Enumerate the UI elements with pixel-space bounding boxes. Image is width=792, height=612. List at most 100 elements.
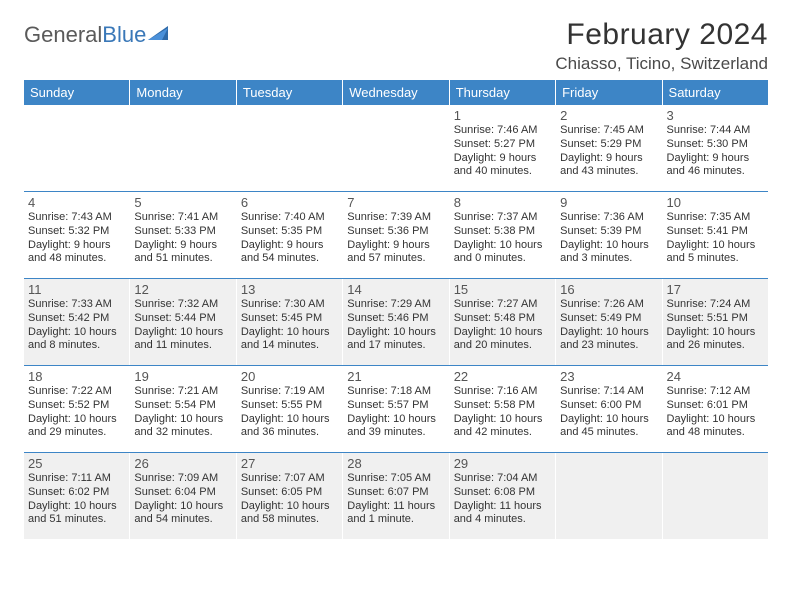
calendar-header-row: SundayMondayTuesdayWednesdayThursdayFrid…: [24, 80, 768, 105]
day-number: 18: [28, 369, 125, 384]
day-number: 5: [134, 195, 231, 210]
day-number: 23: [560, 369, 657, 384]
day-number: 19: [134, 369, 231, 384]
day-number: 24: [667, 369, 764, 384]
day-number: 26: [134, 456, 231, 471]
day-header: Tuesday: [237, 80, 343, 105]
sunset-line: Sunset: 5:51 PM: [667, 312, 764, 326]
daylight-line-1: Daylight: 9 hours: [454, 152, 551, 166]
daylight-line-2: and 8 minutes.: [28, 339, 125, 353]
daylight-line-2: and 23 minutes.: [560, 339, 657, 353]
daylight-line-2: and 4 minutes.: [454, 513, 551, 527]
daylight-line-2: and 14 minutes.: [241, 339, 338, 353]
sunset-line: Sunset: 5:58 PM: [454, 399, 551, 413]
daylight-line-2: and 43 minutes.: [560, 165, 657, 179]
daylight-line-1: Daylight: 10 hours: [241, 500, 338, 514]
sunrise-line: Sunrise: 7:07 AM: [241, 472, 338, 486]
sunset-line: Sunset: 5:54 PM: [134, 399, 231, 413]
calendar-cell: 21Sunrise: 7:18 AMSunset: 5:57 PMDayligh…: [343, 366, 449, 452]
daylight-line-1: Daylight: 10 hours: [560, 326, 657, 340]
day-number: 27: [241, 456, 338, 471]
day-number: 22: [454, 369, 551, 384]
sunrise-line: Sunrise: 7:45 AM: [560, 124, 657, 138]
daylight-line-2: and 51 minutes.: [28, 513, 125, 527]
calendar-cell: 13Sunrise: 7:30 AMSunset: 5:45 PMDayligh…: [237, 279, 343, 365]
daylight-line-1: Daylight: 10 hours: [28, 413, 125, 427]
day-number: 12: [134, 282, 231, 297]
day-header: Friday: [556, 80, 662, 105]
sunrise-line: Sunrise: 7:16 AM: [454, 385, 551, 399]
calendar-cell: 11Sunrise: 7:33 AMSunset: 5:42 PMDayligh…: [24, 279, 130, 365]
sunrise-line: Sunrise: 7:33 AM: [28, 298, 125, 312]
day-number: 13: [241, 282, 338, 297]
sunrise-line: Sunrise: 7:22 AM: [28, 385, 125, 399]
sunrise-line: Sunrise: 7:27 AM: [454, 298, 551, 312]
logo: GeneralBlue: [24, 22, 170, 48]
daylight-line-2: and 29 minutes.: [28, 426, 125, 440]
sunrise-line: Sunrise: 7:11 AM: [28, 472, 125, 486]
logo-text: GeneralBlue: [24, 22, 146, 48]
daylight-line-1: Daylight: 10 hours: [134, 413, 231, 427]
daylight-line-2: and 48 minutes.: [28, 252, 125, 266]
sunrise-line: Sunrise: 7:35 AM: [667, 211, 764, 225]
daylight-line-2: and 46 minutes.: [667, 165, 764, 179]
daylight-line-1: Daylight: 9 hours: [667, 152, 764, 166]
sunrise-line: Sunrise: 7:21 AM: [134, 385, 231, 399]
sunrise-line: Sunrise: 7:43 AM: [28, 211, 125, 225]
daylight-line-1: Daylight: 11 hours: [454, 500, 551, 514]
sunrise-line: Sunrise: 7:41 AM: [134, 211, 231, 225]
sunset-line: Sunset: 6:00 PM: [560, 399, 657, 413]
daylight-line-2: and 26 minutes.: [667, 339, 764, 353]
calendar-body: 1Sunrise: 7:46 AMSunset: 5:27 PMDaylight…: [24, 105, 768, 539]
calendar-cell: [343, 105, 449, 191]
calendar-cell: 3Sunrise: 7:44 AMSunset: 5:30 PMDaylight…: [663, 105, 768, 191]
sunset-line: Sunset: 5:30 PM: [667, 138, 764, 152]
calendar-cell: 27Sunrise: 7:07 AMSunset: 6:05 PMDayligh…: [237, 453, 343, 539]
calendar-cell: [663, 453, 768, 539]
daylight-line-1: Daylight: 9 hours: [241, 239, 338, 253]
daylight-line-2: and 48 minutes.: [667, 426, 764, 440]
calendar-cell: 10Sunrise: 7:35 AMSunset: 5:41 PMDayligh…: [663, 192, 768, 278]
daylight-line-2: and 54 minutes.: [134, 513, 231, 527]
calendar-cell: 5Sunrise: 7:41 AMSunset: 5:33 PMDaylight…: [130, 192, 236, 278]
sunset-line: Sunset: 6:08 PM: [454, 486, 551, 500]
sunset-line: Sunset: 5:33 PM: [134, 225, 231, 239]
daylight-line-2: and 3 minutes.: [560, 252, 657, 266]
sunset-line: Sunset: 5:35 PM: [241, 225, 338, 239]
calendar-page: GeneralBlue February 2024 Chiasso, Ticin…: [0, 0, 792, 551]
calendar-cell: 16Sunrise: 7:26 AMSunset: 5:49 PMDayligh…: [556, 279, 662, 365]
day-number: 1: [454, 108, 551, 123]
sunrise-line: Sunrise: 7:37 AM: [454, 211, 551, 225]
daylight-line-2: and 54 minutes.: [241, 252, 338, 266]
sunset-line: Sunset: 5:48 PM: [454, 312, 551, 326]
sunset-line: Sunset: 5:41 PM: [667, 225, 764, 239]
daylight-line-2: and 36 minutes.: [241, 426, 338, 440]
calendar-cell: 1Sunrise: 7:46 AMSunset: 5:27 PMDaylight…: [450, 105, 556, 191]
sunset-line: Sunset: 6:02 PM: [28, 486, 125, 500]
daylight-line-2: and 45 minutes.: [560, 426, 657, 440]
daylight-line-1: Daylight: 10 hours: [134, 326, 231, 340]
sunset-line: Sunset: 5:52 PM: [28, 399, 125, 413]
day-number: 20: [241, 369, 338, 384]
sunrise-line: Sunrise: 7:05 AM: [347, 472, 444, 486]
daylight-line-1: Daylight: 10 hours: [241, 326, 338, 340]
daylight-line-2: and 0 minutes.: [454, 252, 551, 266]
calendar-cell: 25Sunrise: 7:11 AMSunset: 6:02 PMDayligh…: [24, 453, 130, 539]
calendar-cell: 4Sunrise: 7:43 AMSunset: 5:32 PMDaylight…: [24, 192, 130, 278]
daylight-line-1: Daylight: 10 hours: [667, 326, 764, 340]
sunrise-line: Sunrise: 7:26 AM: [560, 298, 657, 312]
daylight-line-2: and 40 minutes.: [454, 165, 551, 179]
daylight-line-2: and 1 minute.: [347, 513, 444, 527]
daylight-line-1: Daylight: 10 hours: [667, 413, 764, 427]
daylight-line-1: Daylight: 10 hours: [667, 239, 764, 253]
daylight-line-2: and 58 minutes.: [241, 513, 338, 527]
calendar-row: 18Sunrise: 7:22 AMSunset: 5:52 PMDayligh…: [24, 366, 768, 453]
day-number: 8: [454, 195, 551, 210]
daylight-line-1: Daylight: 10 hours: [347, 326, 444, 340]
daylight-line-1: Daylight: 10 hours: [28, 326, 125, 340]
daylight-line-2: and 5 minutes.: [667, 252, 764, 266]
day-header: Thursday: [450, 80, 556, 105]
sunrise-line: Sunrise: 7:12 AM: [667, 385, 764, 399]
calendar-cell: 6Sunrise: 7:40 AMSunset: 5:35 PMDaylight…: [237, 192, 343, 278]
calendar-row: 4Sunrise: 7:43 AMSunset: 5:32 PMDaylight…: [24, 192, 768, 279]
